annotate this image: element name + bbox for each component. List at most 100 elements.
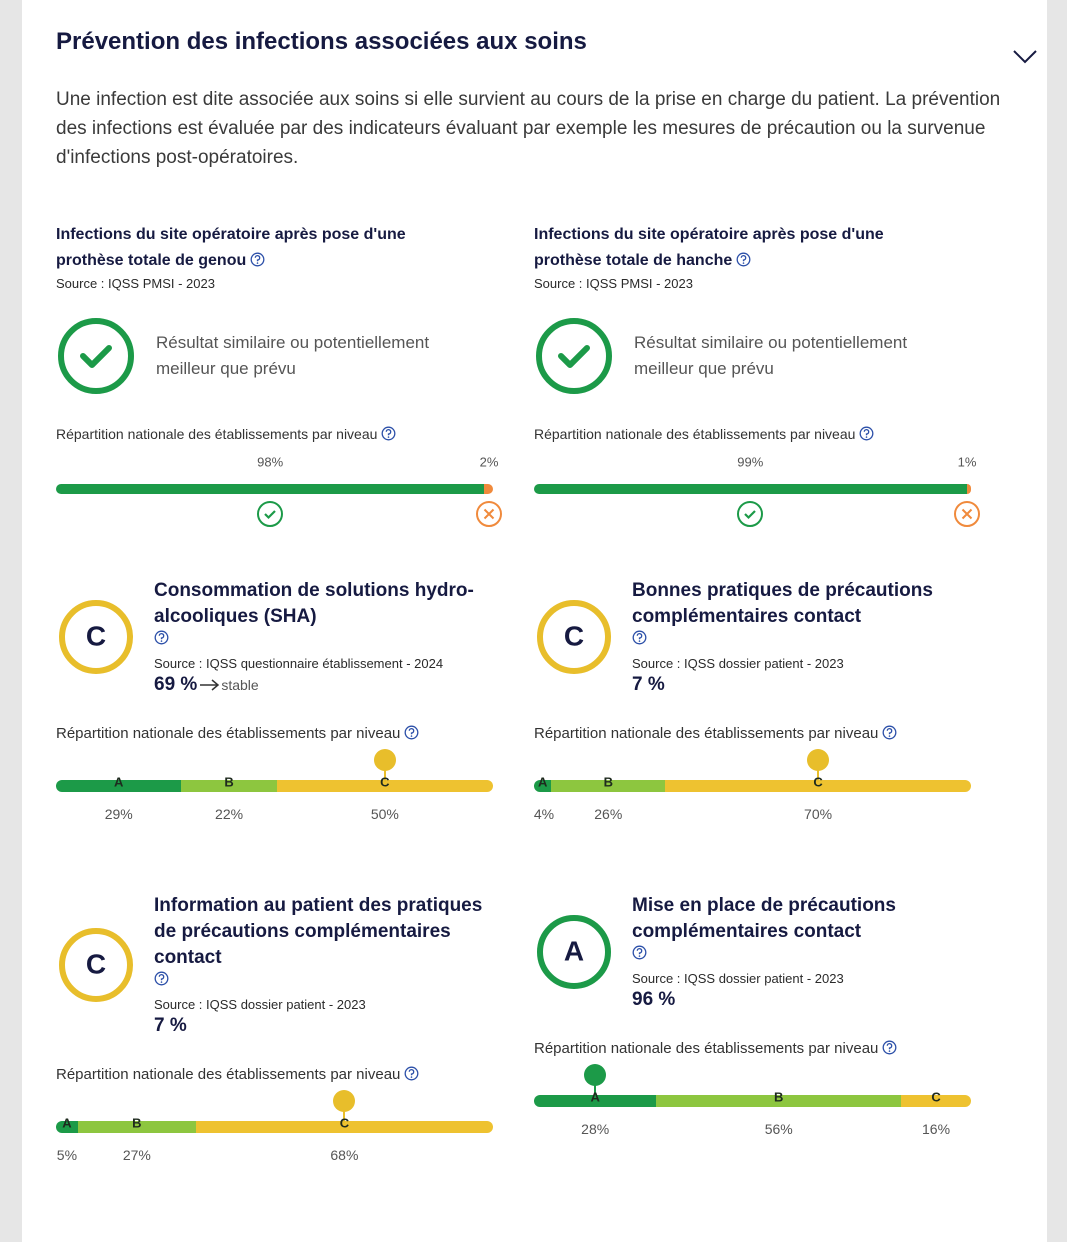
grade-badge: A	[537, 915, 611, 989]
help-icon[interactable]	[859, 426, 874, 441]
level-letter: C	[380, 774, 390, 790]
level-icon-ok	[737, 501, 764, 527]
help-icon[interactable]	[381, 426, 396, 441]
distribution-title-text: Répartition nationale des établissements…	[534, 426, 856, 442]
level-letter: B	[132, 1115, 142, 1131]
indicator-info: Mise en place de précautions complémenta…	[632, 893, 971, 1011]
segment-percent: 22%	[215, 806, 244, 822]
distribution-title-text: Répartition nationale des établissements…	[534, 1040, 879, 1057]
level-letter: A	[114, 774, 124, 790]
bar-segment	[56, 1121, 78, 1133]
indicator-info: Consommation de solutions hydro-alcooliq…	[154, 578, 493, 696]
result-value: 69 %	[154, 674, 198, 695]
segment-percent: 68%	[330, 1147, 359, 1163]
bar-segment	[665, 780, 971, 792]
indicator-title-text: Infections du site opératoire après pose…	[56, 226, 406, 269]
distribution-title: Répartition nationale des établissements…	[56, 424, 493, 444]
indicator-title: Infections du site opératoire après pose…	[534, 222, 944, 274]
help-icon[interactable]	[404, 1066, 419, 1081]
indicator-value: 69 % stable	[154, 674, 493, 696]
bar-segment	[56, 484, 485, 494]
help-icon[interactable]	[882, 1040, 897, 1055]
segment-percent: 16%	[922, 1121, 951, 1137]
establishment-marker	[584, 1064, 607, 1097]
bar-segment	[195, 1121, 493, 1133]
help-icon[interactable]	[632, 945, 647, 960]
indicator-title: Infections du site opératoire après pose…	[56, 222, 466, 274]
distribution-bar: A 4% B 26% C 70%	[534, 744, 971, 834]
indicator-source: Source : IQSS questionnaire établissemen…	[154, 656, 444, 671]
help-icon[interactable]	[154, 971, 169, 986]
result-value: 7 %	[632, 674, 665, 695]
segment-percent: 4%	[533, 806, 555, 822]
distribution-bar: 99% 1%	[534, 444, 980, 539]
distribution-title-text: Répartition nationale des établissements…	[56, 1066, 401, 1083]
distribution-title: Répartition nationale des établissements…	[534, 724, 971, 744]
distribution-title: Répartition nationale des établissements…	[56, 724, 493, 744]
level-letter: B	[774, 1089, 784, 1105]
indicator-title: Bonnes pratiques de précautions compléme…	[632, 580, 933, 627]
level-letter: A	[62, 1115, 72, 1131]
result-icon	[536, 318, 612, 394]
help-row	[632, 630, 971, 654]
distribution-title: Répartition nationale des établissements…	[534, 1039, 971, 1059]
segment-percent: 26%	[594, 806, 623, 822]
result-row: Résultat similaire ou potentiellement me…	[534, 316, 971, 396]
grade-row: C Information au patient des pratiques de…	[56, 893, 493, 1037]
card	[22, 0, 1047, 1242]
bar-segment	[534, 1095, 657, 1107]
indicator-title: Consommation de solutions hydro-alcooliq…	[154, 580, 474, 627]
indicator-title: Information au patient des pratiques de …	[154, 895, 483, 968]
indicator-card: Infections du site opératoire après pose…	[56, 222, 502, 539]
level-icon-worse	[954, 501, 980, 527]
help-row	[154, 630, 493, 654]
bar-segment	[966, 484, 971, 494]
distribution-bar: A 29% B 22% C 50%	[56, 744, 493, 834]
result-text: Résultat similaire ou potentiellement me…	[156, 333, 430, 378]
level-letter: B	[224, 774, 234, 790]
collapse-toggle[interactable]	[1012, 47, 1038, 65]
establishment-marker	[373, 749, 396, 782]
indicator-source: Source : IQSS PMSI - 2023	[534, 276, 693, 291]
indicator-info: Information au patient des pratiques de …	[154, 893, 493, 1037]
trend-label: stable	[221, 677, 259, 693]
level-letter: A	[538, 774, 548, 790]
help-icon[interactable]	[250, 252, 265, 267]
indicator-source: Source : IQSS dossier patient - 2023	[154, 997, 366, 1012]
grade-row: C Consommation de solutions hydro-alcooli…	[56, 578, 493, 696]
help-icon[interactable]	[632, 630, 647, 645]
indicator-title-text: Infections du site opératoire après pose…	[534, 226, 884, 269]
grade-row: C Bonnes pratiques de précautions complém…	[534, 578, 971, 696]
distribution-title: Répartition nationale des établissements…	[534, 424, 971, 444]
result-icon	[58, 318, 134, 394]
help-row	[154, 971, 493, 995]
help-icon[interactable]	[154, 630, 169, 645]
indicator-source: Source : IQSS PMSI - 2023	[56, 276, 215, 291]
bar-segment	[484, 484, 493, 494]
level-letter: A	[590, 1089, 600, 1105]
bar-segment	[276, 780, 493, 792]
segment-percent: 5%	[56, 1147, 78, 1163]
section-description: Une infection est dite associée aux soin…	[56, 89, 1001, 168]
section-title: Prévention des infections associées aux …	[56, 28, 587, 55]
indicator-value: 7 %	[632, 674, 971, 696]
grade-letter: A	[564, 935, 584, 966]
distribution-bar: A 28% B 56% C 16%	[534, 1059, 971, 1149]
segment-percent: 98%	[257, 454, 284, 470]
distribution-title-text: Répartition nationale des établissements…	[534, 725, 879, 742]
help-icon[interactable]	[736, 252, 751, 267]
level-icon-ok	[257, 501, 284, 527]
distribution-title-text: Répartition nationale des établissements…	[56, 725, 401, 742]
segment-percent: 2%	[479, 454, 499, 470]
grade-letter: C	[86, 948, 106, 979]
bar-segment	[534, 484, 967, 494]
bar-segment	[56, 780, 182, 792]
result-text: Résultat similaire ou potentiellement me…	[634, 333, 908, 378]
help-icon[interactable]	[404, 725, 419, 740]
level-icon-worse	[476, 501, 502, 527]
help-icon[interactable]	[882, 725, 897, 740]
establishment-marker	[807, 749, 830, 782]
distribution-title: Répartition nationale des établissements…	[56, 1065, 493, 1085]
establishment-marker	[333, 1090, 356, 1123]
indicator-info: Bonnes pratiques de précautions compléme…	[632, 578, 971, 696]
